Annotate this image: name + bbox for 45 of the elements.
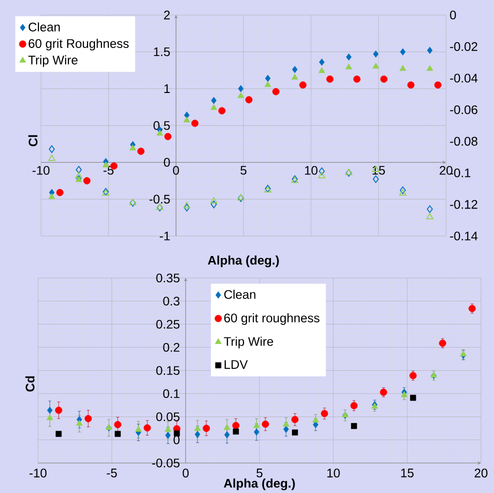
x-tick-label: -10 bbox=[32, 166, 50, 175]
y-tick-label: 0 bbox=[164, 158, 170, 167]
y2-tick-label: -0.02 bbox=[450, 42, 478, 51]
y2-tick-label: -0.12 bbox=[450, 200, 478, 209]
x-tick-label: -5 bbox=[106, 468, 117, 478]
x-tick-label: 0 bbox=[182, 468, 189, 478]
legend-label: 60 grit Roughness bbox=[28, 38, 129, 50]
y-tick-label: 0.5 bbox=[154, 121, 170, 130]
y2-tick-label: -0.08 bbox=[450, 136, 478, 146]
x-tick-label: 10 bbox=[305, 166, 318, 175]
y2-tick-label: -0.06 bbox=[450, 105, 478, 114]
y-tick-label: 0.05 bbox=[156, 412, 180, 422]
legend-label: Clean bbox=[28, 22, 60, 32]
x-tick-label: 5 bbox=[240, 166, 246, 175]
legend-label: 60 grit roughness bbox=[224, 313, 320, 325]
y-axis-title: Cl bbox=[28, 135, 38, 146]
y-tick-label: 0.35 bbox=[156, 274, 180, 282]
y-tick-label: 0.2 bbox=[163, 342, 180, 352]
x-tick-label: -10 bbox=[30, 468, 47, 478]
y-tick-label: 1.5 bbox=[154, 47, 170, 56]
x-tick-label: 15 bbox=[401, 468, 414, 478]
x-axis-title: Alpha (deg.) bbox=[208, 256, 279, 268]
y2-tick-label: 0 bbox=[450, 10, 456, 20]
legend-label: Trip Wire bbox=[28, 55, 78, 67]
y2-tick-label: -0.1 bbox=[450, 168, 470, 178]
y-axis-title: Cd bbox=[25, 376, 34, 392]
y-tick-label: 0.25 bbox=[156, 320, 180, 329]
x-tick-label: 10 bbox=[327, 468, 340, 478]
y-tick-label: -0.5 bbox=[149, 194, 170, 204]
y2-tick-label: -0.14 bbox=[450, 232, 478, 240]
x-tick-label: 20 bbox=[440, 166, 452, 175]
y-tick-label: 1 bbox=[164, 84, 170, 93]
legend-label: Trip Wire bbox=[224, 336, 274, 348]
legend-label: Clean bbox=[224, 290, 256, 299]
x-tick-label: 20 bbox=[474, 468, 488, 478]
y-tick-label: 0.15 bbox=[156, 366, 180, 375]
y-tick-label: -1 bbox=[160, 232, 170, 240]
y-tick-label: 0.3 bbox=[163, 296, 180, 306]
x-tick-label: 5 bbox=[256, 468, 262, 478]
legend-label: LDV bbox=[224, 360, 248, 369]
y2-tick-label: -0.04 bbox=[450, 74, 478, 83]
x-axis-title: Alpha (deg.) bbox=[224, 478, 295, 490]
y-tick-label: 0.1 bbox=[163, 389, 180, 398]
y-tick-label: -0.05 bbox=[152, 458, 180, 468]
y-tick-label: 2 bbox=[164, 10, 170, 20]
